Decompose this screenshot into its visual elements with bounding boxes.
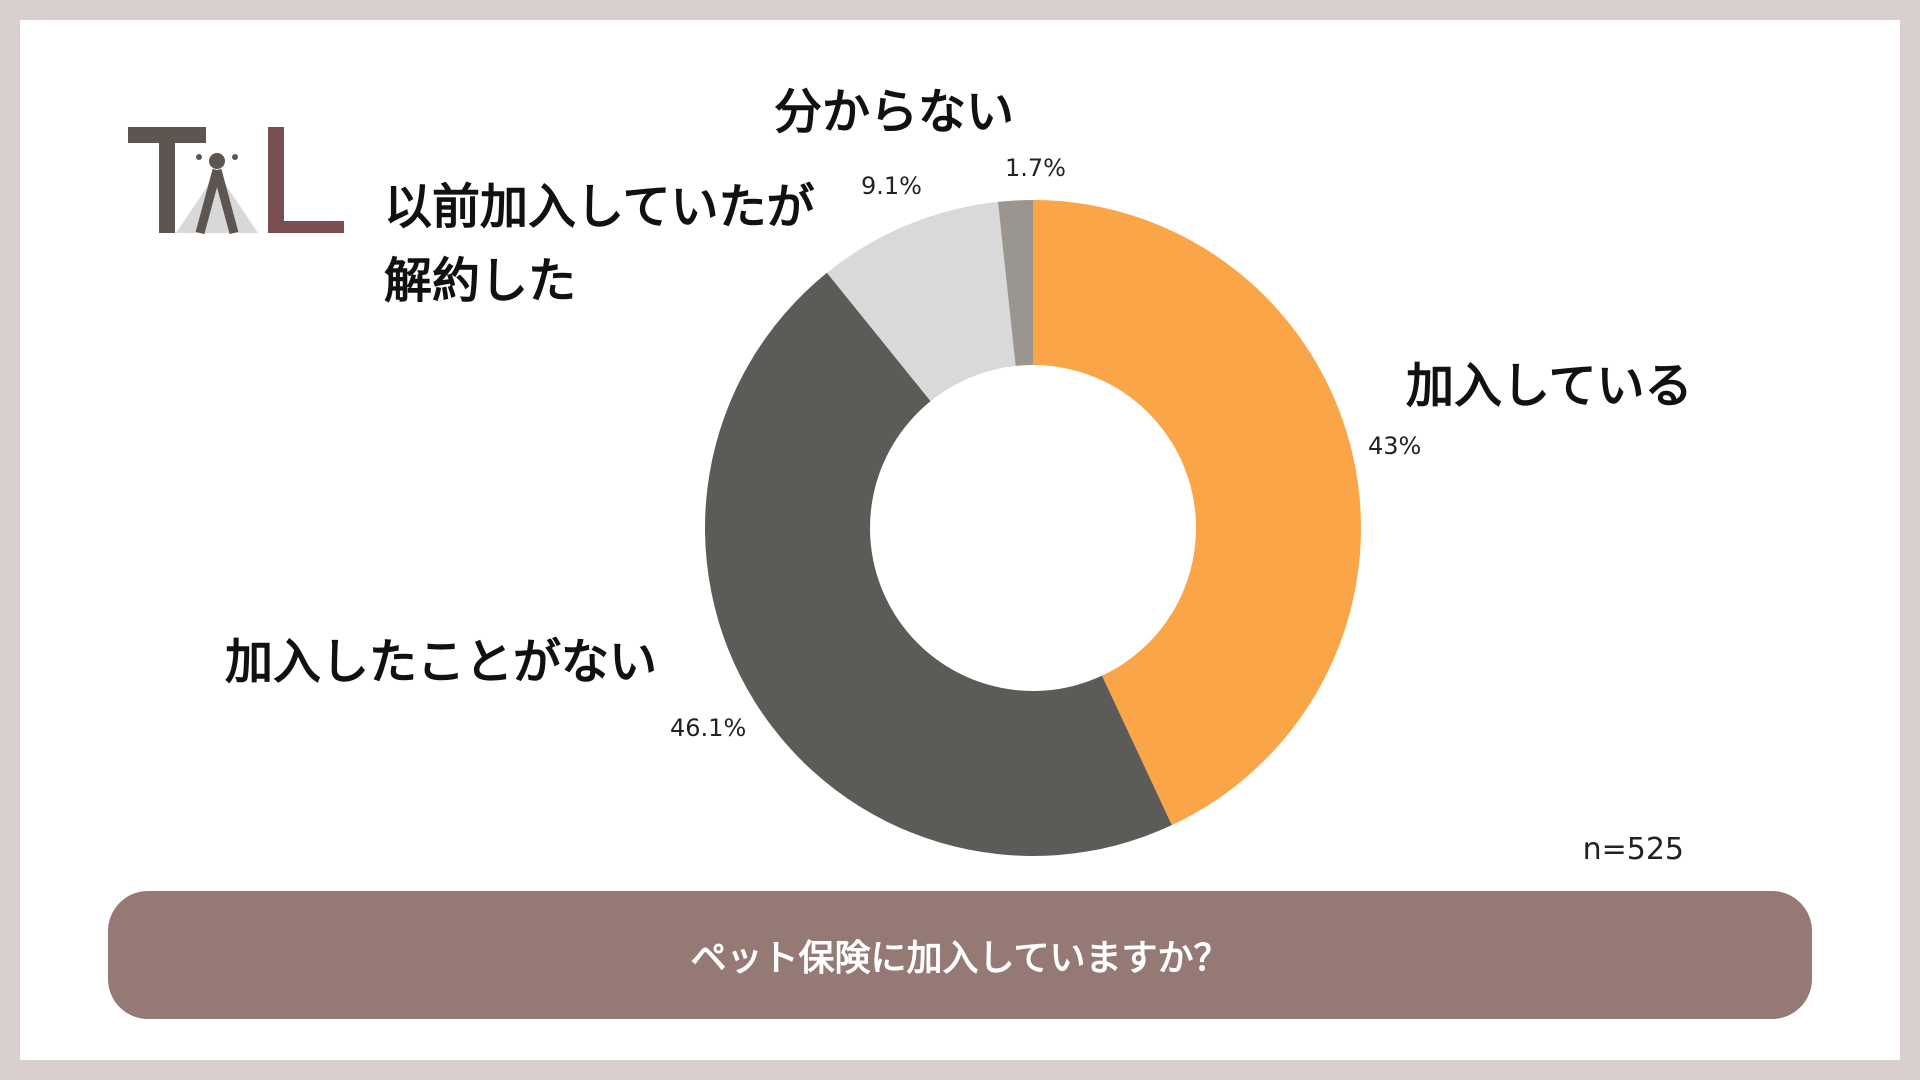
logo-l-base <box>268 221 344 233</box>
pct-enrolled: 43% <box>1368 432 1422 460</box>
slice-enrolled <box>1033 200 1361 826</box>
logo-t-stem <box>159 127 175 233</box>
label-cancelled-line2: 解約した <box>384 253 577 309</box>
pct-unknown: 1.7% <box>1005 154 1066 182</box>
pct-never-enrolled: 46.1% <box>670 714 747 742</box>
question-banner: ペット保険に加入していますか？ <box>108 891 1812 1019</box>
logo-dot-right <box>232 154 238 160</box>
label-enrolled: 加入している <box>1406 358 1693 414</box>
logo-a-right <box>212 168 239 235</box>
logo-dot-left <box>196 154 202 160</box>
label-cancelled: 以前加入していたが 解約した <box>384 170 815 318</box>
logo-a-left <box>195 168 222 235</box>
tal-logo <box>128 127 344 235</box>
donut-chart <box>705 200 1361 856</box>
label-unknown: 分からない <box>774 84 1015 140</box>
chart-card: 分からない 以前加入していたが 解約した 加入している 加入したことがない 1.… <box>20 20 1900 1060</box>
logo-a-shape <box>176 172 258 233</box>
label-never-enrolled: 加入したことがない <box>225 634 658 690</box>
logo-a-dot <box>209 153 225 169</box>
slice-cancelled <box>826 201 1016 402</box>
label-cancelled-line1: 以前加入していたが <box>384 179 815 235</box>
slice-never-enrolled <box>705 272 1172 856</box>
pct-cancelled: 9.1% <box>861 172 922 200</box>
logo-l-stem <box>268 127 284 233</box>
slice-unknown <box>997 200 1033 366</box>
question-text: ペット保険に加入していますか？ <box>690 938 1230 979</box>
sample-size: n=525 <box>1582 832 1684 867</box>
